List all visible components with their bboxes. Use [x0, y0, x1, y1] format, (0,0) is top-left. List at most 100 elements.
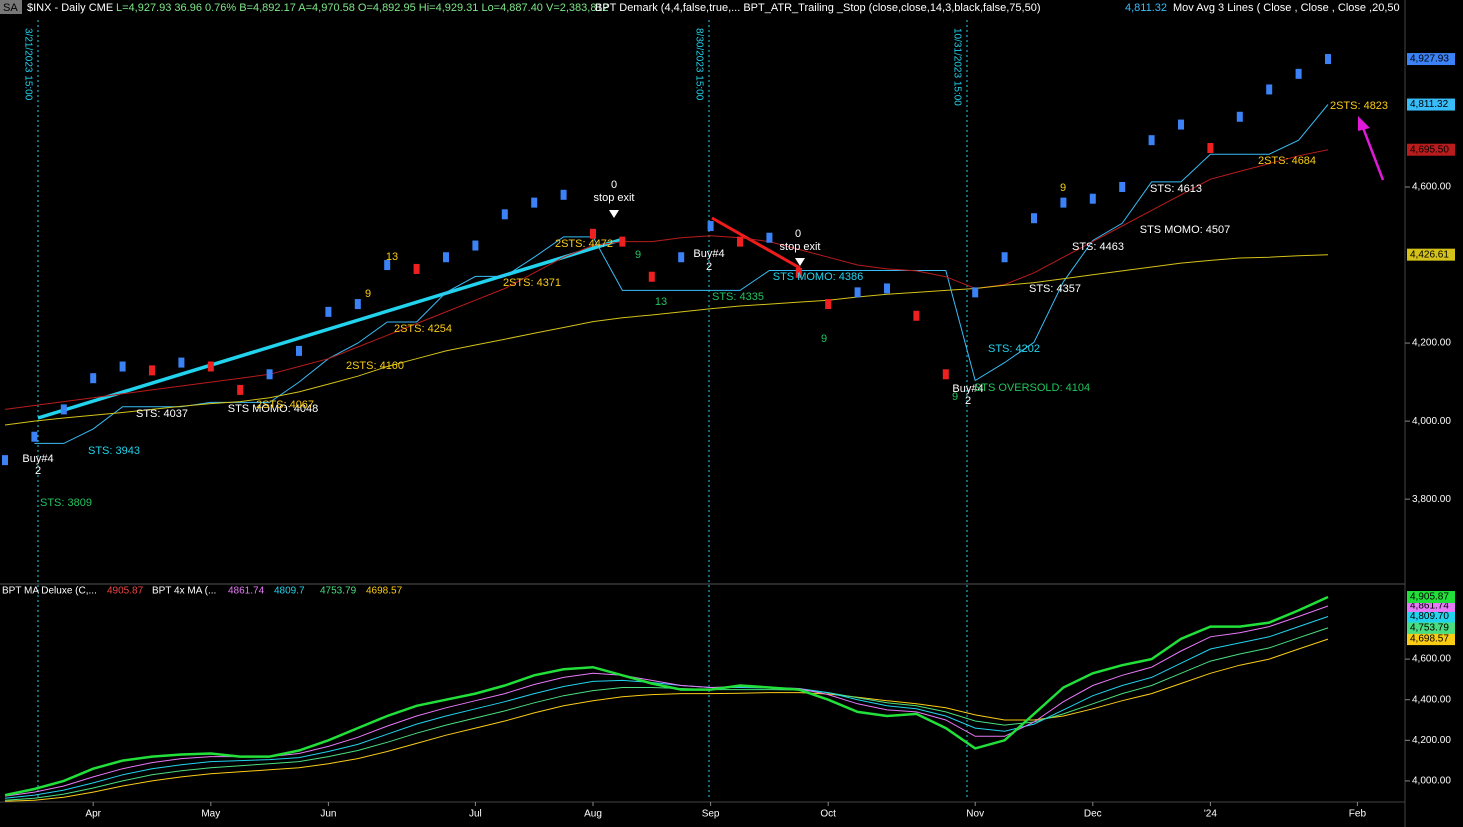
candle [413, 263, 420, 274]
x-tick-label: Jun [320, 809, 336, 820]
price-label: 4,753.79 [1410, 623, 1449, 634]
price-label-box [1407, 53, 1455, 66]
right-study: Mov Avg 3 Lines ( Close , Close , Close … [1173, 2, 1400, 14]
x-tick-label: Sep [702, 809, 720, 820]
x-tick-label: Dec [1084, 809, 1102, 820]
annotation: 9 [365, 288, 371, 300]
annotation: 9 [952, 391, 958, 403]
candle [60, 404, 67, 415]
candle [90, 373, 97, 384]
candle [1119, 182, 1126, 193]
annotation: 2 [35, 465, 41, 477]
price-label: 4,698.57 [1410, 634, 1449, 645]
price-label-box [1407, 98, 1455, 111]
legend-label: BPT MA Deluxe (C,... [2, 586, 97, 597]
x-tick-label: Jul [469, 809, 482, 820]
x-tick-label: Nov [966, 809, 984, 820]
quote: L=4,927.93 36.96 0.76% B=4,892.17 A=4,97… [116, 2, 609, 14]
candle [1148, 135, 1155, 146]
x-tick-label: Feb [1349, 809, 1367, 820]
annotation: 0 [795, 228, 801, 240]
y-tick-label: 3,800.00 [1412, 494, 1451, 505]
annotation: 2STS: 4254 [394, 323, 452, 335]
annotation: STS MOMO: 4048 [228, 403, 318, 415]
candle [1295, 68, 1302, 79]
y-tick-label: 4,000.00 [1412, 776, 1451, 787]
annotation: Buy#4 [952, 383, 983, 395]
legend-value: 4698.57 [366, 586, 403, 597]
legend-label: BPT 4x MA (... [152, 586, 216, 597]
annotation: STS MOMO: 4386 [773, 271, 863, 283]
candle [737, 236, 743, 247]
annotation: STS: 4357 [1029, 283, 1081, 295]
candle [266, 369, 273, 380]
candle [619, 236, 626, 247]
y-tick-label: 4,200.00 [1412, 735, 1451, 746]
price-label-box [1407, 248, 1455, 261]
annotation: 13 [386, 251, 398, 263]
candle [354, 299, 361, 310]
price-label-box [1407, 633, 1455, 646]
candle [972, 287, 979, 298]
candle [707, 221, 714, 232]
date-marker: 8/30/2023 15:00 [693, 28, 704, 101]
annotation: 2STS: 4371 [503, 277, 561, 289]
price-label: 4,811.32 [1410, 99, 1449, 110]
annotation: STS: 3809 [40, 497, 92, 509]
series-line [4, 149, 1329, 410]
price-label: 4,905.87 [1410, 592, 1449, 603]
candle [1207, 142, 1214, 153]
price-label: 4,809.70 [1410, 611, 1449, 622]
series-line [4, 616, 1329, 799]
candle [1266, 84, 1273, 95]
annotation: 2 [706, 261, 712, 273]
price-label: 4,426.61 [1410, 249, 1449, 260]
studies: BPT Demark (4,4,false,true,... BPT_ATR_T… [595, 2, 1041, 14]
candle [913, 310, 920, 321]
candle [678, 252, 685, 263]
series-line [4, 595, 1329, 797]
candle [1031, 213, 1037, 224]
candle [884, 283, 890, 294]
annotation: 2STS: 4823 [1330, 100, 1388, 112]
candle [472, 240, 479, 251]
annotation: STS OVERSOLD: 4104 [974, 382, 1090, 394]
annotation: 2STS: 4160 [346, 360, 404, 372]
candle [1060, 197, 1067, 208]
y-tick-label: 4,000.00 [1412, 416, 1451, 427]
badge: SA [3, 2, 18, 14]
price-label: 4,927.93 [1410, 54, 1449, 65]
annotation: STS: 4613 [1150, 183, 1202, 195]
candle [296, 345, 302, 356]
candle [149, 365, 155, 376]
annotation: 0 [611, 179, 617, 191]
x-tick-label: Aug [584, 809, 602, 820]
annotation: STS: 4202 [988, 343, 1040, 355]
right-value: 4,811.32 [1125, 2, 1167, 14]
candle [237, 384, 244, 395]
y-tick-label: 4,200.00 [1412, 338, 1451, 349]
arrow-down [795, 258, 805, 266]
arrow-down [609, 210, 619, 218]
candle [1001, 252, 1008, 263]
x-tick-label: May [201, 809, 220, 820]
candle [207, 361, 214, 372]
candle [384, 260, 391, 271]
annotation: 9 [1060, 182, 1066, 194]
annotation: 9 [821, 333, 827, 345]
annotation: Buy#4 [693, 248, 724, 260]
annotation: STS MOMO: 4507 [1140, 224, 1230, 236]
candle [560, 189, 567, 200]
annotation: STS: 4335 [712, 291, 764, 303]
annotation: 2 [965, 395, 971, 407]
annotation: 13 [655, 296, 667, 308]
candle [795, 267, 802, 278]
annotation: Buy#4 [22, 453, 53, 465]
candle [825, 299, 832, 310]
annotation: 2STS: 4472 [555, 238, 613, 250]
y-tick-label: 4,400.00 [1412, 694, 1451, 705]
candle [531, 197, 538, 208]
series-line [4, 627, 1329, 801]
